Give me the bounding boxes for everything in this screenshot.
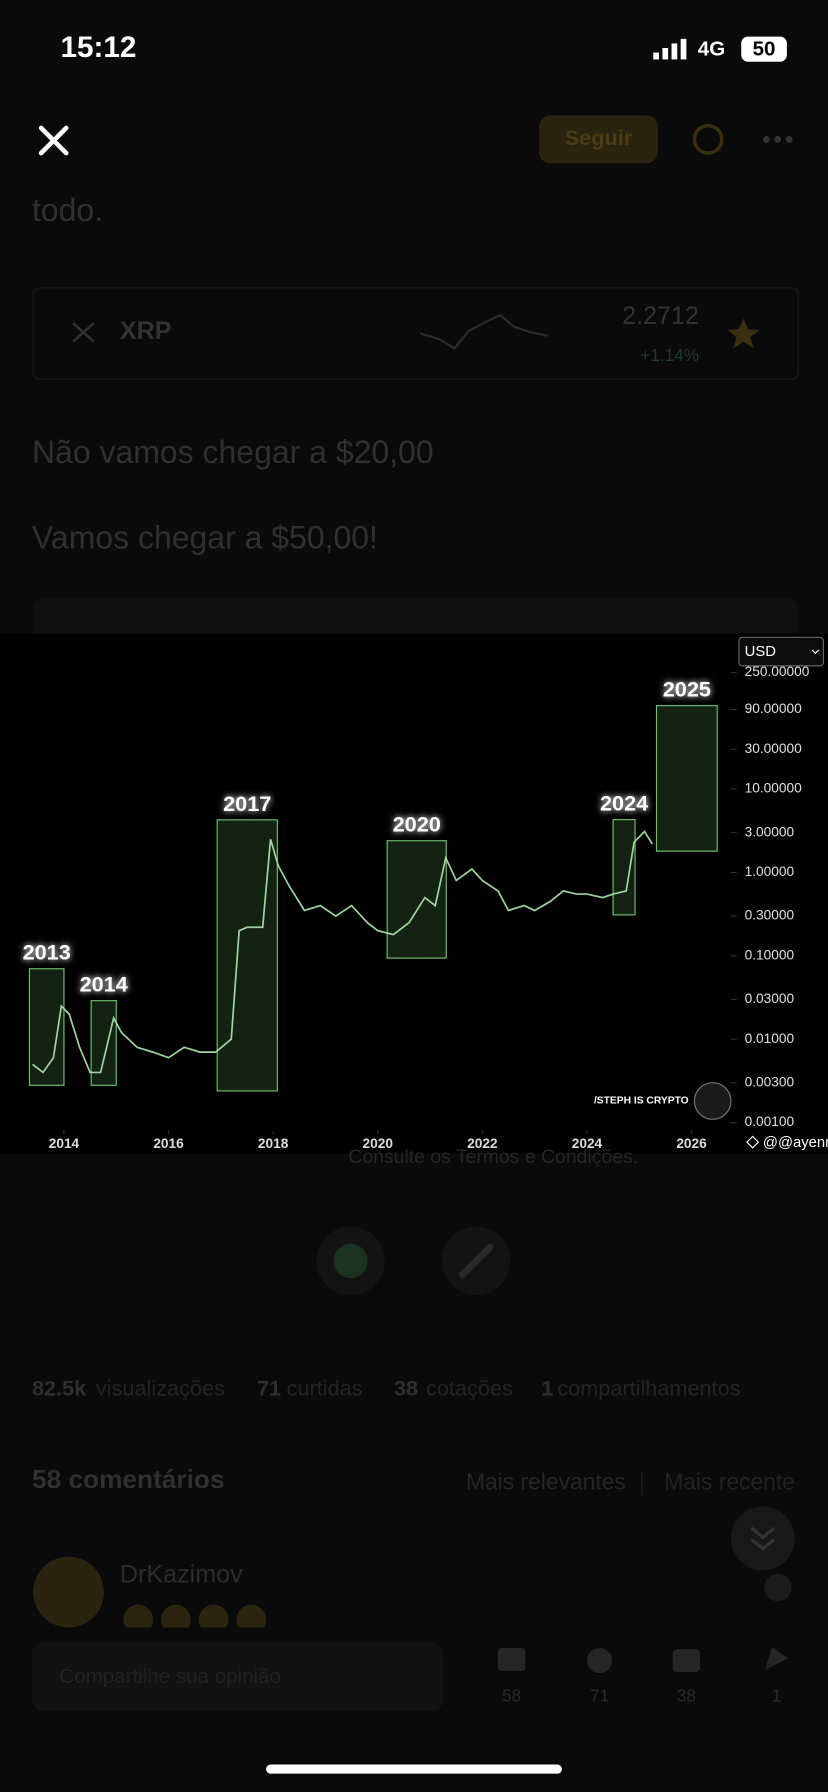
- whatsapp-icon: [333, 1243, 368, 1279]
- x-tick-label: 2020: [363, 1136, 394, 1151]
- y-tick-label: 90.00000: [745, 701, 802, 716]
- cycle-box: [216, 819, 278, 1092]
- home-indicator: [266, 1764, 562, 1774]
- x-tick-label: 2016: [153, 1136, 184, 1151]
- follow-button[interactable]: [539, 115, 658, 164]
- stat-count: 71: [257, 1376, 281, 1401]
- cycle-box: [90, 1000, 117, 1086]
- battery-level: 50: [753, 38, 776, 61]
- y-tick-label: 0.00300: [745, 1074, 795, 1089]
- currency-label: USD: [745, 644, 776, 660]
- currency-select[interactable]: [738, 636, 825, 667]
- stat-count: 1: [541, 1376, 553, 1401]
- y-tick-label: 0.03000: [745, 991, 795, 1006]
- ticker-sparkline: [419, 313, 549, 350]
- translate-icon[interactable]: [692, 123, 724, 155]
- signal-icon: [653, 38, 687, 60]
- y-tick-label: 0.10000: [745, 947, 795, 962]
- x-tick-label: 2026: [676, 1136, 707, 1151]
- y-tick-label: 1.00000: [745, 864, 795, 879]
- ticker-card[interactable]: [32, 287, 799, 380]
- x-tick-label: 2022: [467, 1136, 498, 1151]
- y-tick-label: 0.01000: [745, 1031, 795, 1046]
- stat-count: 38: [394, 1376, 418, 1401]
- ticker-change: +1.14%: [640, 345, 699, 365]
- terms-link[interactable]: Consulte os Termos e Condições.: [348, 1146, 638, 1168]
- footer-count[interactable]: 38: [677, 1686, 696, 1706]
- cycle-label: 2017: [223, 791, 271, 816]
- sort-option[interactable]: Mais recente: [664, 1469, 795, 1495]
- price-line: [32, 830, 654, 1074]
- watermark: /STEPH IS CRYPTO: [594, 1096, 689, 1107]
- stat-label: visualizações: [96, 1376, 225, 1401]
- favorite-icon[interactable]: [727, 318, 760, 349]
- cycle-label: 2013: [23, 940, 71, 965]
- status-network: 4G: [698, 38, 725, 61]
- cycle-box: [612, 819, 636, 916]
- post-text: todo.: [32, 192, 103, 228]
- chart-image: [0, 633, 828, 1154]
- comment-emojis: [123, 1604, 267, 1635]
- y-tick-label: 0.30000: [745, 908, 795, 923]
- stat-label: curtidas: [287, 1376, 363, 1401]
- sort-option[interactable]: Mais relevantes: [466, 1469, 626, 1495]
- link-icon: [459, 1243, 494, 1279]
- footer-count[interactable]: 1: [772, 1686, 782, 1706]
- post-text: Vamos chegar a $50,00!: [32, 520, 378, 556]
- comment-avatar: [33, 1556, 104, 1628]
- x-tick-label: 2024: [572, 1136, 603, 1151]
- footer-count[interactable]: 58: [502, 1686, 521, 1706]
- credit-icon: [746, 1135, 760, 1149]
- y-tick-label: 3.00000: [745, 824, 795, 839]
- embedded-card: [33, 597, 799, 644]
- stat-label: compartilhamentos: [557, 1376, 740, 1401]
- cycle-label: 2024: [600, 791, 648, 816]
- stat-label: cotações: [426, 1376, 513, 1401]
- ticker-logo: [72, 322, 95, 343]
- y-tick-label: 30.00000: [745, 741, 802, 756]
- x-tick-label: 2014: [49, 1136, 80, 1151]
- battery: [741, 36, 787, 62]
- scroll-down-icon: [750, 1526, 776, 1551]
- footer-count[interactable]: 71: [590, 1686, 609, 1706]
- y-tick-label: 0.00100: [745, 1114, 795, 1129]
- comment-placeholder: Compartilhe sua opinião: [59, 1665, 281, 1688]
- comment-input[interactable]: [31, 1642, 444, 1711]
- cycle-label: 2014: [80, 972, 128, 997]
- ticker-symbol: XRP: [120, 317, 172, 345]
- cycle-box: [655, 705, 718, 852]
- stat-count: 82.5k: [32, 1376, 87, 1401]
- close-button[interactable]: [38, 125, 69, 156]
- more-icon[interactable]: [762, 135, 793, 143]
- comment-author: DrKazimov: [120, 1561, 243, 1589]
- comments-title: 58 comentários: [32, 1464, 225, 1494]
- chart: 0.00100 0.00300 0.01000 0.03000 0.10000 0.300…: [23, 664, 810, 1151]
- x-tick-label: 2018: [258, 1136, 289, 1151]
- post-text: Não vamos chegar a $20,00: [32, 434, 434, 470]
- comment-like[interactable]: [764, 1573, 792, 1602]
- footer-icons: [497, 1646, 789, 1674]
- cycle-label: 2020: [393, 812, 441, 837]
- follow-label: Seguir: [565, 125, 633, 150]
- credit: @@ayenn: [763, 1135, 828, 1151]
- cycle-label: 2025: [663, 677, 711, 702]
- y-tick-label: 250.00000: [745, 664, 810, 679]
- watermark-avatar: [693, 1082, 732, 1120]
- y-tick-label: 10.00000: [745, 781, 802, 796]
- status-time: 15:12: [61, 31, 137, 64]
- select-chevron: [811, 649, 820, 655]
- ticker-price: 2.2712: [622, 302, 699, 330]
